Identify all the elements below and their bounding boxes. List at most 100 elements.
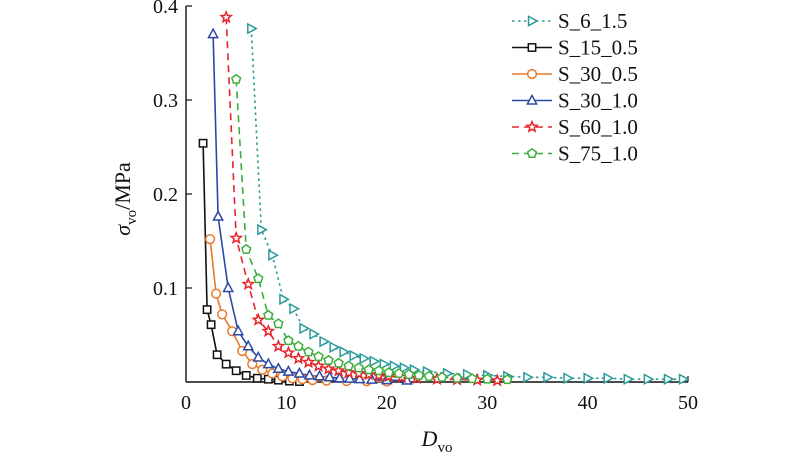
series-s-75-1-0-point — [363, 364, 374, 375]
series-s-6-1-5-point — [247, 22, 258, 35]
series-s-30-1-0-point — [282, 365, 295, 376]
y-axis-label-sub: vo — [124, 210, 140, 225]
series-s-30-1-0-point — [207, 27, 219, 39]
series-s-6-1-5-point — [329, 341, 341, 354]
series-s-6-1-5-point — [523, 371, 534, 384]
series-s-30-0-5-point — [217, 309, 228, 320]
series-s-75-1-0-point — [323, 354, 334, 365]
series-s-75-1-0-point — [303, 346, 314, 357]
legend-s-15-0-5-label: S_15_0.5 — [558, 36, 638, 60]
series-s-6-1-5-point — [339, 346, 351, 358]
legend-s-60-1-0-label: S_60_1.0 — [558, 115, 638, 139]
series-s-75-1-0-point — [413, 369, 425, 380]
series-s-6-1-5-point — [643, 373, 655, 386]
series-s-60-1-0-point — [351, 366, 366, 380]
plot-markers — [198, 9, 690, 387]
series-s-60-1-0-point — [271, 338, 286, 353]
x-axis-label-main: D — [421, 426, 438, 451]
series-s-30-1-0-point — [293, 366, 306, 378]
series-s-75-1-0-point — [313, 351, 324, 362]
series-s-6-1-5-point — [563, 372, 575, 385]
series-s-60-1-0-point — [251, 312, 266, 326]
series-s-75-1-0-point — [393, 368, 405, 379]
series-s-15-0-5-point — [212, 350, 222, 360]
series-s-75-1-0-point — [466, 373, 478, 384]
y-tick-label: 0.4 — [153, 0, 178, 18]
series-s-30-1-0-point — [272, 362, 285, 374]
series-s-6-1-5-point — [309, 328, 321, 340]
series-s-60-1-0-point — [219, 9, 234, 24]
legend: S_6_1.5 S_15_0.5S_30_0.5 S_30_1.0S_60_1.0 S… — [512, 9, 638, 166]
x-axis-label-sub: vo — [437, 440, 452, 456]
series-s-60-1-0-point — [331, 363, 346, 377]
series-s-75-1-0-point — [436, 371, 448, 382]
series-s-60-1-0-point — [241, 276, 256, 291]
series-s-30-1-0-point — [333, 371, 346, 383]
series-s-6-1-5-point — [678, 373, 690, 386]
series-s-60-1-0-point — [261, 323, 276, 338]
series-s-30-0-5-point — [211, 288, 222, 299]
series-s-60-1-0-point — [321, 361, 336, 375]
series-s-6-1-5-point — [268, 249, 279, 261]
legend-s-30-1-0-marker — [526, 93, 538, 105]
x-tick-label: 10 — [276, 392, 296, 414]
series-s-6-1-5-point — [257, 223, 268, 236]
x-tick-label: 20 — [377, 392, 397, 414]
series-s-30-0-5-point — [204, 234, 216, 245]
series-s-75-1-0-line — [235, 79, 508, 381]
legend-s-30-1-0-label: S_30_1.0 — [558, 89, 638, 113]
series-s-75-1-0-point — [353, 362, 364, 373]
series-s-60-1-0-point — [281, 345, 296, 359]
series-s-30-1-0-point — [212, 209, 224, 221]
legend-s-6-1-5-label: S_6_1.5 — [558, 9, 627, 33]
series-s-30-0-5-point — [247, 359, 258, 370]
y-tick-label: 0.3 — [153, 90, 178, 112]
series-s-75-1-0-point — [263, 309, 274, 320]
series-s-75-1-0-point — [333, 357, 344, 368]
series-s-60-1-0-point — [229, 230, 244, 245]
series-s-6-1-5-point — [359, 352, 371, 365]
series-s-75-1-0-point — [230, 73, 242, 84]
series-s-6-1-5-point — [399, 362, 411, 374]
series-s-6-1-5-point — [319, 335, 331, 348]
series-s-30-1-0-point — [232, 324, 245, 336]
series-s-75-1-0-point — [481, 373, 493, 384]
series-s-60-1-0-point — [301, 354, 316, 369]
legend-s-75-1-0-label: S_75_1.0 — [558, 142, 638, 166]
series-s-30-1-0-point — [343, 372, 356, 383]
series-s-60-1-0-point — [291, 351, 306, 365]
series-s-60-1-0-point — [341, 365, 356, 379]
series-s-30-1-0-point — [262, 357, 275, 369]
legend-s-6-1-5-marker — [527, 15, 539, 27]
series-s-75-1-0-point — [273, 318, 284, 329]
series-s-15-0-5-point — [241, 370, 251, 380]
series-s-75-1-0-point — [240, 243, 252, 254]
series-s-60-1-0-point — [311, 358, 326, 372]
x-tick-label: 30 — [477, 392, 497, 414]
series-s-15-0-5-point — [221, 359, 231, 369]
series-s-75-1-0-point — [403, 368, 415, 379]
series-s-15-0-5-point — [231, 366, 241, 376]
legend-s-75-1-0-marker — [526, 147, 538, 158]
series-s-30-1-0-point — [323, 370, 336, 382]
series-s-6-1-5-point — [663, 373, 675, 386]
series-s-30-1-0-point — [303, 368, 316, 380]
series-s-75-1-0-point — [423, 370, 435, 381]
legend-s-30-0-5-marker — [526, 68, 538, 80]
series-s-6-1-5-point — [279, 293, 291, 306]
legend-s-60-1-0-marker — [525, 119, 539, 133]
series-s-6-1-5-point — [349, 349, 361, 362]
series-s-6-1-5-point — [379, 358, 391, 370]
series-s-75-1-0-point — [253, 273, 264, 284]
x-tick-label: 50 — [678, 392, 698, 414]
series-s-6-1-5-point — [583, 372, 595, 385]
series-s-6-1-5-point — [389, 360, 401, 372]
series-s-30-1-0-point — [313, 369, 326, 381]
series-s-15-0-5-point — [198, 138, 208, 148]
y-tick-label: 0.2 — [153, 184, 178, 206]
series-s-6-1-5-point — [289, 302, 301, 315]
legend-s-30-0-5-label: S_30_0.5 — [558, 62, 638, 86]
x-tick-label: 40 — [578, 392, 598, 414]
series-s-30-1-0-point — [242, 339, 255, 351]
series-s-6-1-5-point — [603, 372, 615, 385]
